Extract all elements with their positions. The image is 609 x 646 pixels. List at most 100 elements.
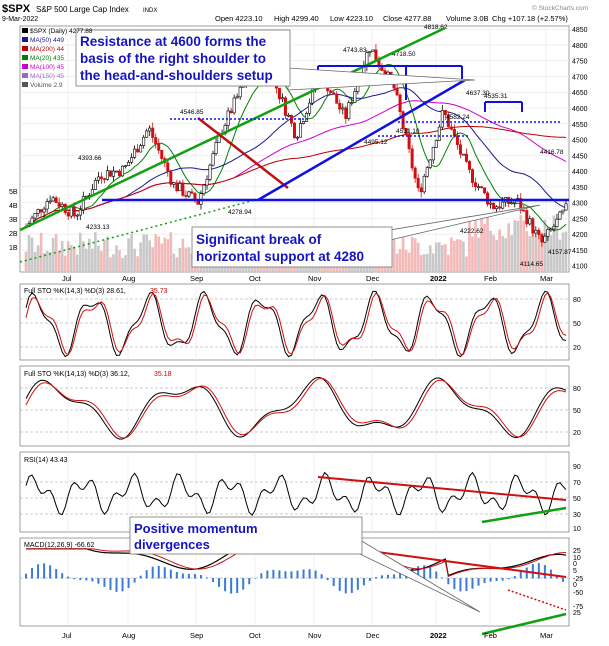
volume-bar: [398, 249, 402, 272]
indicator-tick-label: -25: [573, 576, 583, 583]
candle-body: [133, 148, 137, 158]
indicator-tick-label: 0: [573, 561, 577, 568]
macd-histogram-bar: [380, 575, 383, 579]
volume-bar: [425, 253, 429, 272]
candle-body: [404, 128, 408, 135]
price-tick-label: 4200: [572, 232, 588, 239]
volume-bar: [525, 231, 529, 272]
candle-body: [136, 148, 140, 153]
volume-bar: [419, 255, 423, 272]
macd-histogram-bar: [531, 564, 534, 579]
macd-histogram-bar: [199, 575, 202, 579]
candle-body: [232, 97, 236, 114]
legend-swatch: [22, 64, 28, 69]
volume-bar: [447, 254, 450, 272]
candle-body: [166, 162, 170, 172]
macd-histogram-bar: [55, 568, 58, 579]
macd-histogram-bar: [25, 573, 27, 579]
candle-body: [483, 187, 487, 194]
candle-body: [335, 93, 339, 104]
candle-body: [510, 202, 514, 205]
volume-bar: [401, 234, 405, 272]
candle-body: [452, 128, 456, 136]
candle-body: [33, 213, 37, 219]
candle-body: [36, 209, 40, 214]
volume-bar: [459, 239, 462, 272]
macd-histogram-bar: [465, 578, 468, 592]
price-annotation: 4416.78: [540, 149, 564, 156]
price-tick-label: 4150: [572, 248, 588, 255]
volume-bar: [88, 238, 91, 272]
moving-average-line: [25, 63, 567, 231]
macd-histogram-bar: [218, 578, 221, 587]
high-value: High 4299.40: [274, 14, 319, 23]
macd-histogram-bar: [260, 573, 263, 579]
long-uptrend-line: [19, 26, 446, 232]
candle-body: [160, 150, 164, 159]
month-label-bottom: Nov: [308, 631, 322, 640]
candle-body: [39, 209, 43, 213]
candle-body: [449, 126, 453, 130]
volume-bar: [522, 220, 526, 272]
volume-bar: [537, 229, 541, 272]
macd-histogram-bar: [338, 578, 341, 591]
volume-bar: [118, 250, 121, 272]
candle-body: [425, 167, 429, 177]
change-value: Chg +107.18 (+2.57%): [492, 14, 568, 23]
volume-bar: [57, 251, 61, 272]
volume-bar: [477, 237, 480, 272]
legend-entry: Volume 2.9: [30, 82, 63, 89]
month-label-bottom: 2022: [430, 631, 447, 640]
volume-bar: [112, 254, 115, 272]
candle-body: [344, 107, 348, 119]
sto-slow-title: Full STO %K(14,13) %D(3) 36.12,: [24, 371, 130, 378]
price-annotation: 4114.65: [520, 261, 543, 268]
candle-body: [151, 127, 155, 138]
volume-bar: [552, 215, 556, 272]
candle-body: [208, 164, 212, 180]
legend-swatch: [22, 82, 28, 87]
candle-body: [202, 184, 206, 194]
rsi-downtrend: [317, 476, 567, 501]
candle-body: [368, 50, 372, 53]
candle-body: [60, 203, 64, 207]
volume-bar: [549, 235, 553, 272]
open-value: Open 4223.10: [215, 14, 263, 23]
volume-bar: [564, 231, 568, 272]
macd-histogram-bar: [103, 578, 106, 587]
price-annotation: 4582.24: [446, 114, 470, 121]
candle-body: [99, 176, 103, 179]
price-annotation: 4222.62: [460, 228, 484, 235]
candle-body: [93, 180, 97, 190]
macd-histogram-bar: [320, 574, 323, 579]
candle-body: [489, 202, 493, 205]
indicator-tick-label: 10: [573, 526, 581, 533]
macd-histogram-bar: [441, 577, 444, 579]
volume-bar: [36, 245, 40, 272]
candle-body: [181, 183, 185, 196]
candle-body: [434, 140, 438, 148]
candle-body: [121, 165, 125, 177]
volume-bar: [106, 236, 109, 272]
volume-bar: [501, 236, 504, 272]
volume-bar: [489, 230, 492, 272]
volume-bar: [410, 236, 414, 272]
sto-slow-panel: [19, 365, 570, 447]
volume-bar: [160, 243, 164, 272]
macd-histogram-bar: [230, 578, 233, 594]
volume-bar: [187, 247, 191, 272]
volume-bar: [483, 223, 486, 272]
legend-entry: MA(200) 44: [30, 46, 64, 53]
month-label-bottom: Dec: [366, 631, 380, 640]
volume-tick-label: 2B: [9, 231, 18, 238]
volume-bar: [456, 239, 459, 272]
price-tick-label: 4300: [572, 201, 588, 208]
macd-histogram-bar: [85, 578, 88, 581]
candle-body: [66, 212, 70, 217]
volume-bar: [504, 238, 507, 272]
macd-histogram-bar: [368, 578, 371, 581]
sto-fast-k-line: [25, 290, 567, 358]
volume-bar: [33, 251, 37, 272]
sto-slow-d-line: [25, 377, 567, 439]
candle-body: [157, 143, 161, 151]
